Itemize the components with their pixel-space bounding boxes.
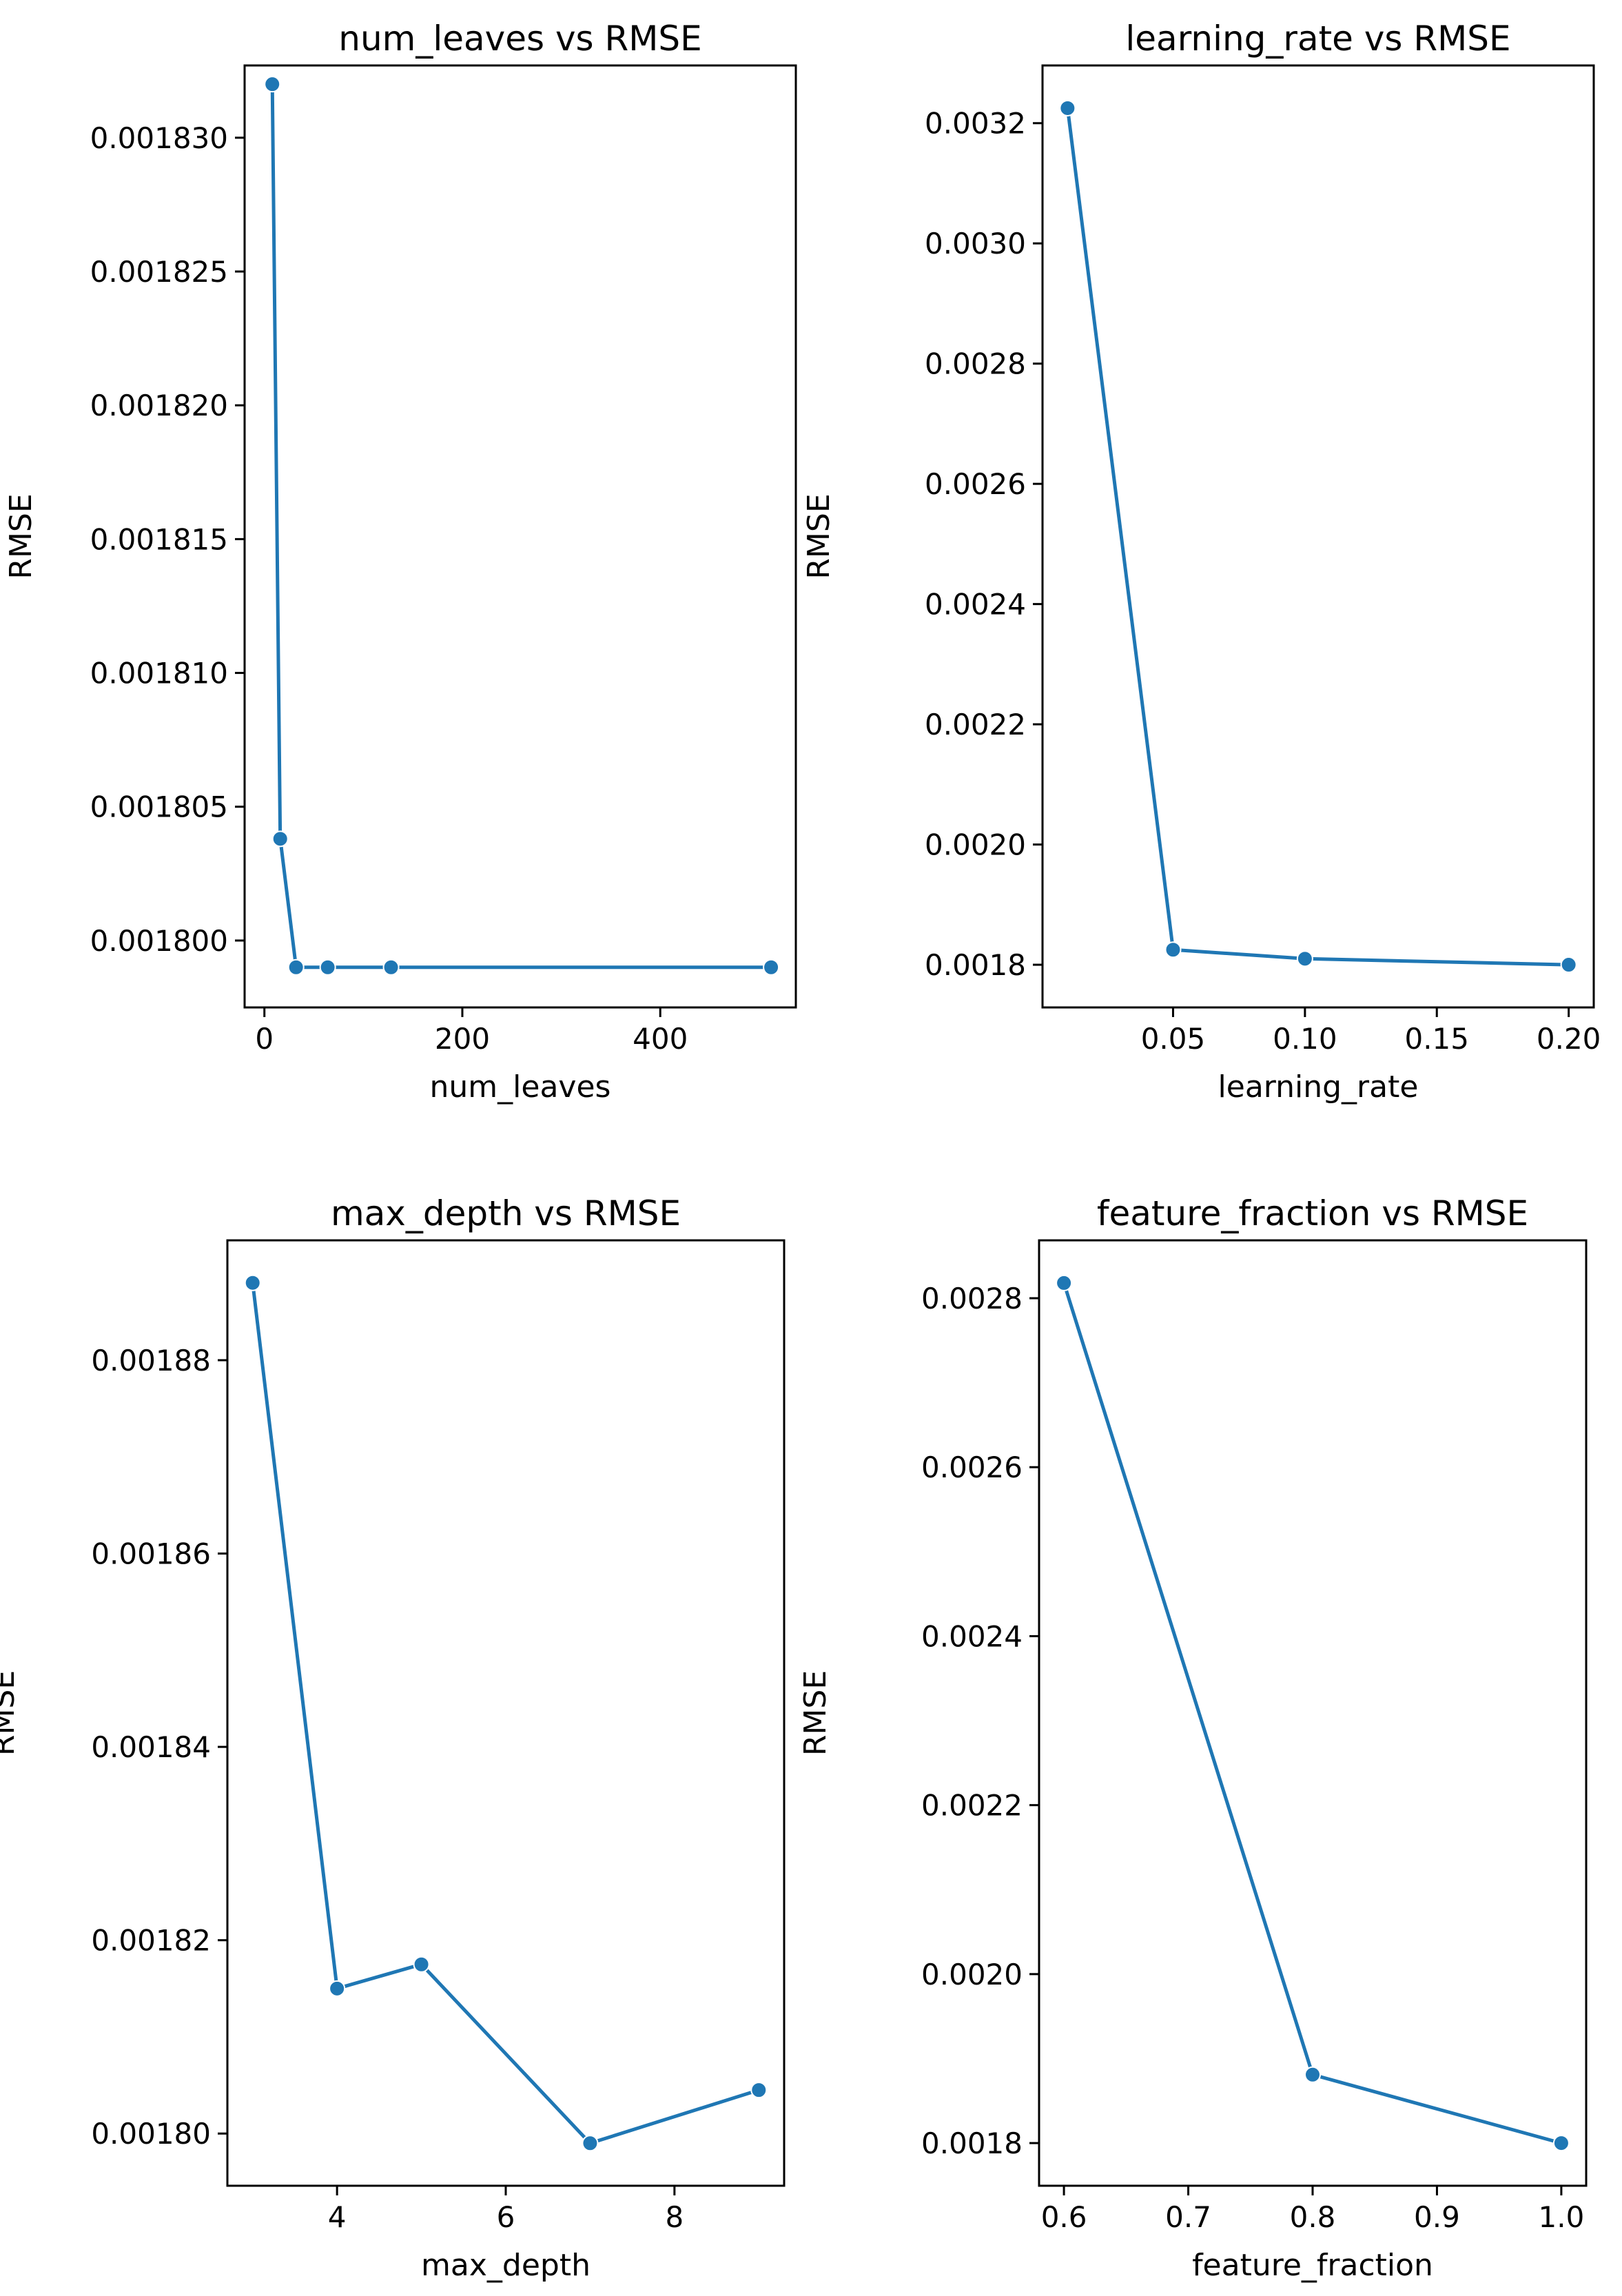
data-point: [319, 959, 336, 976]
x-tick-label: 0.15: [1404, 1022, 1469, 1056]
axes-frame: [243, 64, 797, 1009]
data-point: [1304, 2066, 1321, 2083]
y-tick-label: 0.00188: [91, 1344, 211, 1377]
data-point: [271, 830, 289, 848]
y-axis-label: RMSE: [801, 493, 836, 579]
x-tick-label: 0.20: [1537, 1022, 1601, 1056]
data-point: [382, 959, 400, 976]
data-point: [1059, 99, 1076, 116]
y-tick-label: 0.0026: [921, 1451, 1023, 1484]
y-tick-label: 0.0020: [921, 1958, 1023, 1991]
x-tick-label: 400: [633, 1022, 688, 1056]
data-point: [244, 1274, 261, 1291]
data-point: [1164, 941, 1182, 959]
y-axis-label: RMSE: [3, 493, 39, 579]
x-axis-label: max_depth: [421, 2248, 591, 2283]
y-tick-label: 0.00184: [91, 1730, 211, 1764]
x-tick-label: 0.7: [1165, 2200, 1211, 2234]
y-tick-label: 0.0030: [925, 227, 1026, 260]
y-tick-label: 0.001805: [90, 790, 228, 824]
x-tick-label: 0.05: [1141, 1022, 1206, 1056]
data-point: [287, 959, 305, 976]
y-axis-label: RMSE: [798, 1670, 833, 1756]
x-tick-label: 0.6: [1041, 2200, 1087, 2234]
y-tick-label: 0.0022: [921, 1789, 1023, 1823]
x-tick-label: 1.0: [1539, 2200, 1585, 2234]
y-tick-label: 0.0018: [925, 948, 1026, 982]
y-tick-label: 0.001820: [90, 389, 228, 422]
chart-num-leaves: num_leaves vs RMSE num_leaves RMSE 0 200 400 0…: [3, 19, 797, 1105]
chart-title: learning_rate vs RMSE: [1125, 19, 1510, 59]
y-tick-label: 0.00186: [91, 1537, 211, 1571]
y-tick-label: 0.0032: [925, 107, 1026, 141]
chart-max-depth: max_depth vs RMSE max_depth RMSE 4 6 8 0.00180…: [0, 1193, 786, 2283]
axes-frame: [226, 1239, 786, 2187]
data-point: [750, 2082, 768, 2099]
data-point: [763, 959, 780, 976]
x-tick-label: 6: [497, 2200, 515, 2234]
y-tick-label: 0.0024: [921, 1619, 1023, 1653]
x-axis-label: num_leaves: [430, 1069, 611, 1105]
chart-title: feature_fraction vs RMSE: [1097, 1193, 1528, 1233]
y-tick-label: 0.0022: [925, 708, 1026, 741]
x-tick-label: 200: [435, 1022, 490, 1056]
y-tick-label: 0.001825: [90, 255, 228, 289]
data-point: [264, 76, 281, 93]
x-axis-label: feature_fraction: [1192, 2248, 1433, 2283]
y-tick-label: 0.00180: [91, 2117, 211, 2151]
chart-feature-fraction: feature_fraction vs RMSE feature_fraction…: [798, 1193, 1588, 2283]
data-point: [1552, 2135, 1570, 2152]
axes-frame: [1038, 1239, 1588, 2187]
x-tick-label: 0: [255, 1022, 274, 1056]
y-tick-label: 0.0018: [921, 2126, 1023, 2160]
x-tick-label: 0.9: [1414, 2200, 1460, 2234]
y-tick-label: 0.001810: [90, 657, 228, 690]
y-tick-label: 0.001830: [90, 121, 228, 155]
y-tick-label: 0.001800: [90, 924, 228, 958]
x-tick-label: 0.10: [1273, 1022, 1337, 1056]
chart-title: max_depth vs RMSE: [331, 1193, 681, 1233]
y-tick-label: 0.0024: [925, 588, 1026, 622]
x-tick-label: 4: [328, 2200, 347, 2234]
x-tick-label: 0.8: [1290, 2200, 1336, 2234]
data-point: [1560, 956, 1577, 974]
data-point: [413, 1956, 430, 1973]
y-tick-label: 0.00182: [91, 1924, 211, 1958]
x-tick-label: 8: [665, 2200, 684, 2234]
series-line: [270, 82, 773, 970]
axes-frame: [1041, 64, 1595, 1009]
data-point: [329, 1980, 346, 1997]
x-axis-label: learning_rate: [1218, 1069, 1419, 1105]
data-point: [1296, 950, 1313, 967]
series-line: [1065, 106, 1571, 967]
y-tick-label: 0.0026: [925, 467, 1026, 501]
y-tick-label: 0.001815: [90, 522, 228, 556]
y-tick-label: 0.0028: [921, 1282, 1023, 1315]
data-point: [1056, 1274, 1073, 1291]
chart-title: num_leaves vs RMSE: [338, 19, 701, 59]
y-axis-label: RMSE: [0, 1670, 21, 1756]
data-point: [582, 2135, 599, 2152]
y-tick-label: 0.0028: [925, 347, 1026, 381]
y-tick-label: 0.0020: [925, 828, 1026, 862]
chart-learning-rate: learning_rate vs RMSE learning_rate RMSE 0.…: [801, 19, 1601, 1105]
